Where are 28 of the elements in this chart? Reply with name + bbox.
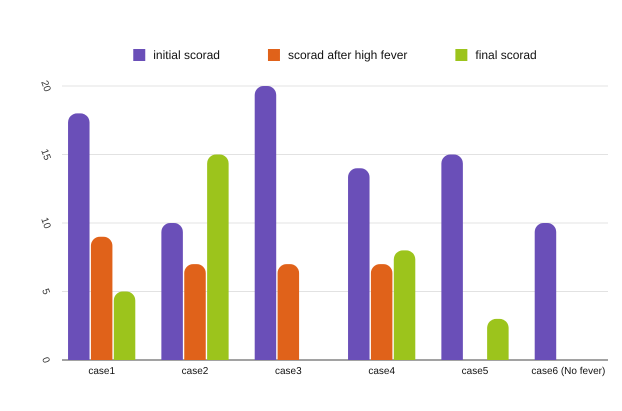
bar — [161, 223, 183, 360]
bar — [348, 168, 370, 360]
x-tick-label: case2 — [182, 366, 209, 377]
bar — [370, 264, 392, 360]
bar — [184, 264, 206, 360]
legend-label: scorad after high fever — [288, 48, 408, 62]
x-tick-label: case1 — [88, 366, 116, 377]
y-tick-label: 5 — [39, 287, 52, 297]
x-tick-label: case4 — [368, 366, 396, 377]
bar — [207, 154, 229, 360]
bar — [534, 223, 556, 360]
bar — [441, 154, 463, 360]
legend-label: final scorad — [475, 48, 537, 62]
bar — [68, 113, 90, 360]
bar — [278, 264, 300, 360]
y-tick-label: 0 — [39, 356, 52, 366]
bar — [114, 292, 136, 360]
bar — [90, 236, 112, 360]
y-tick-label: 15 — [38, 148, 53, 162]
x-tick-label: case5 — [462, 366, 489, 377]
legend-label: initial scorad — [153, 48, 220, 62]
y-tick-label: 20 — [38, 79, 53, 94]
y-tick-label: 10 — [38, 216, 53, 231]
x-tick-label: case6 (No fever) — [531, 366, 606, 377]
bar — [394, 250, 416, 360]
x-tick-label: case3 — [274, 366, 302, 377]
bar — [487, 318, 509, 360]
bar — [254, 86, 276, 360]
